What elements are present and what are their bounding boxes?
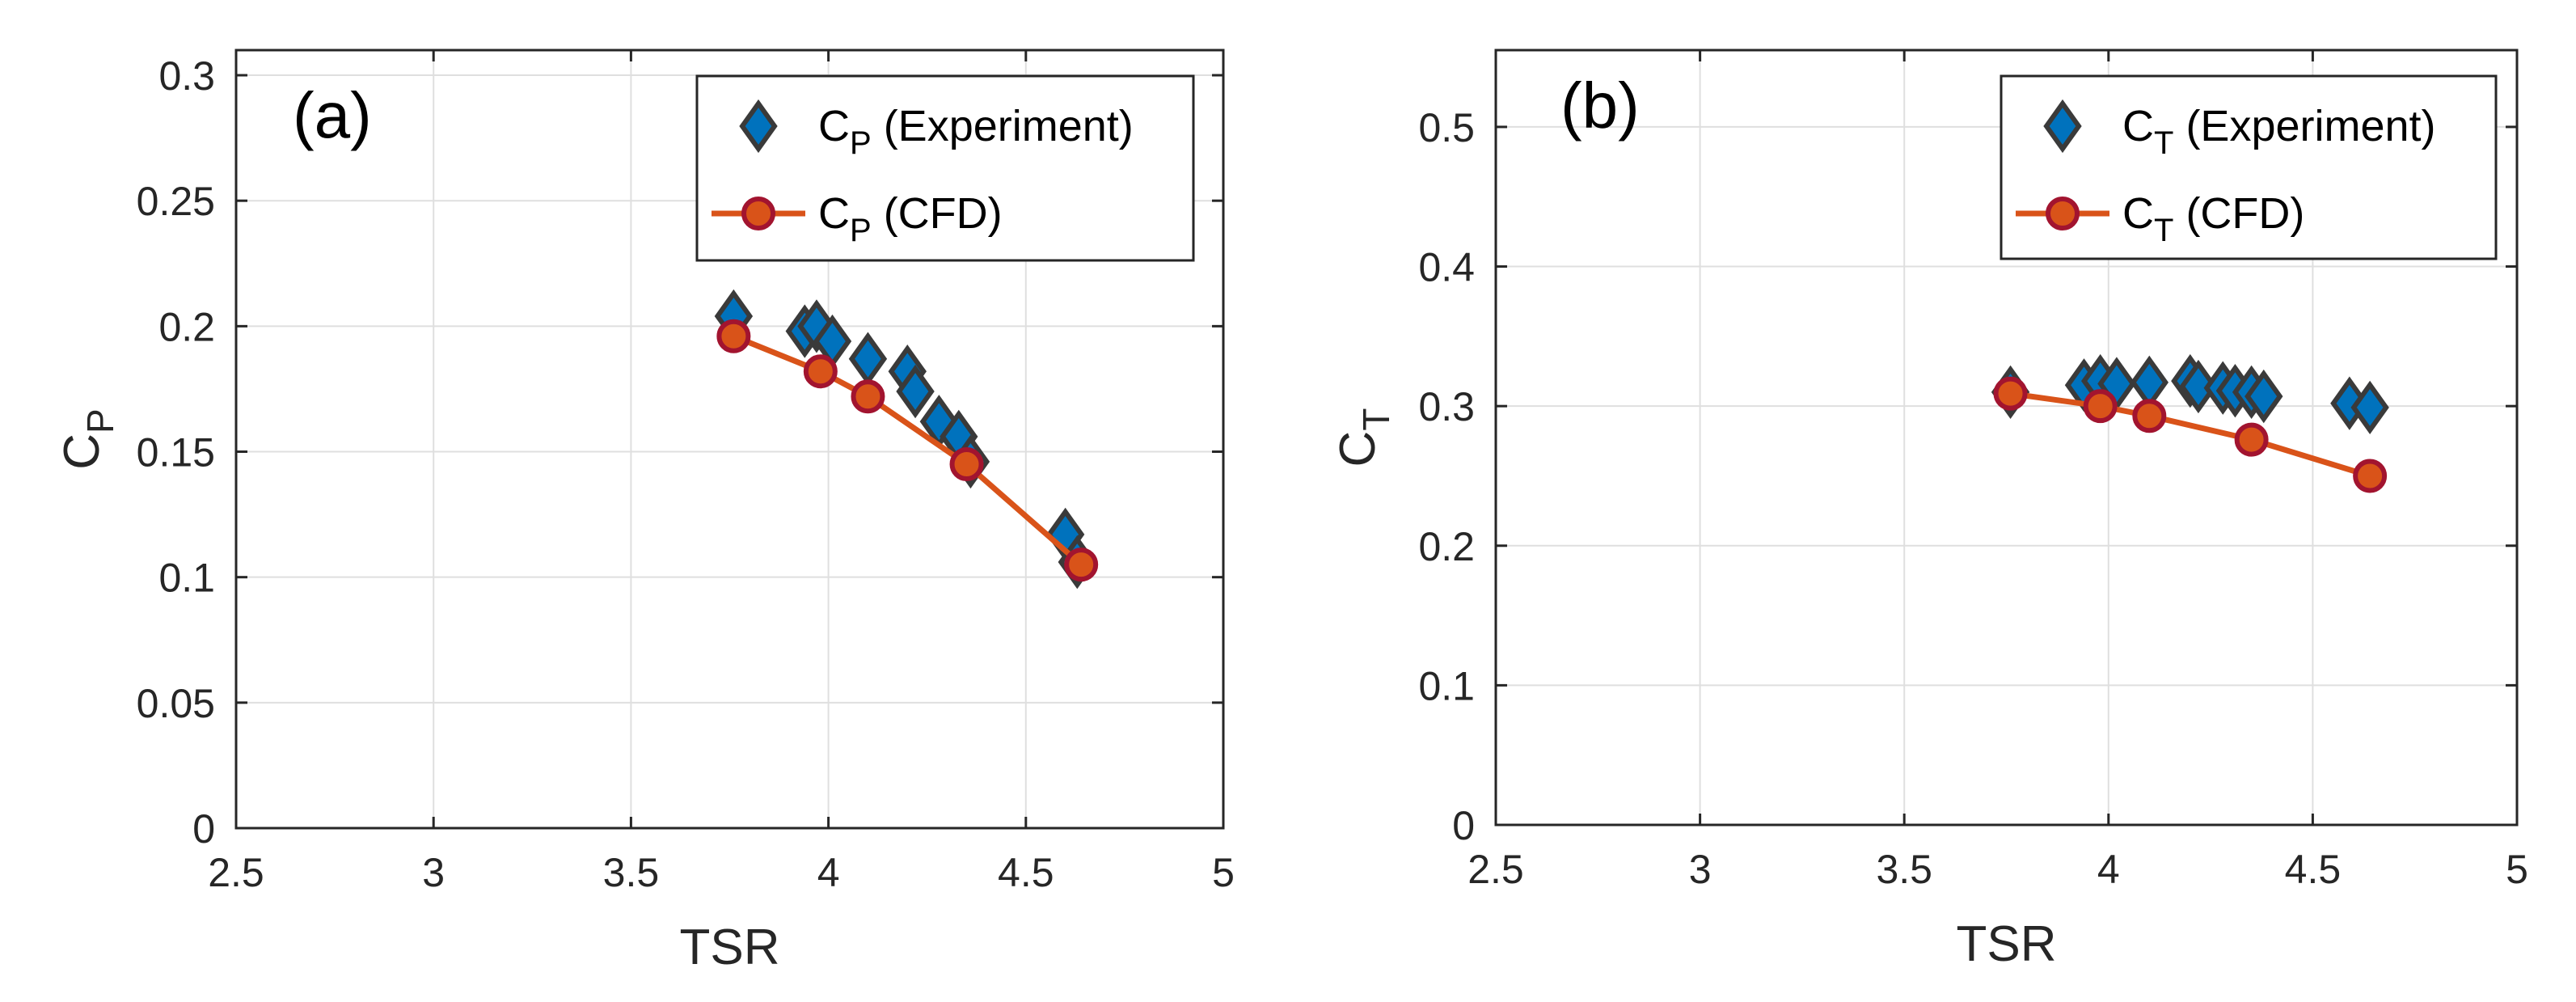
experiment-point	[2350, 380, 2389, 435]
cfd-point	[2353, 459, 2388, 493]
legend-label: CT (Experiment)	[2122, 102, 2436, 161]
y-axis-label-sub: T	[1355, 408, 1397, 431]
y-tick-label: 0.3	[158, 53, 215, 99]
y-axis-label: CP	[54, 408, 121, 469]
legend-label-main: C	[818, 102, 850, 150]
y-axis-label: CT	[1330, 408, 1397, 467]
y-axis-label-main: C	[1330, 431, 1386, 467]
y-tick-label: 0.2	[158, 304, 215, 349]
legend-label-rest: (CFD)	[872, 189, 1003, 238]
y-tick-label: 0.4	[1418, 245, 1475, 290]
cfd-point	[716, 319, 751, 353]
panel-label: (a)	[293, 79, 372, 151]
cfd-point	[2132, 399, 2167, 433]
y-axis-label-main: C	[54, 433, 110, 470]
legend-box	[695, 74, 1195, 262]
x-tick-label: 3	[1689, 847, 1712, 892]
y-tick-label: 0	[192, 806, 215, 852]
legend-label: CP (Experiment)	[818, 102, 1134, 161]
legend-circle-icon	[2046, 197, 2080, 230]
y-tick-label: 0.25	[137, 179, 215, 224]
legend-label-rest: (Experiment)	[2173, 102, 2435, 150]
y-tick-label: 0.3	[1418, 384, 1475, 429]
y-axis-label-sub: P	[79, 408, 121, 433]
experiment-point	[2130, 355, 2169, 409]
panel-label: (b)	[1560, 70, 1640, 142]
legend-label-sub: P	[850, 213, 872, 248]
x-tick-label: 3.5	[1876, 847, 1932, 892]
cfd-point	[1064, 548, 1099, 582]
x-tick-label: 4	[817, 850, 840, 895]
cfd-point	[1993, 376, 2028, 411]
x-axis-label: TSR	[1957, 916, 2057, 972]
legend-box	[2000, 74, 2498, 260]
x-tick-label: 2.5	[1467, 847, 1524, 892]
legend: CT (Experiment)CT (CFD)	[2000, 74, 2498, 260]
legend-circle-icon	[741, 197, 775, 230]
x-tick-label: 5	[2506, 847, 2528, 892]
legend-diamond-icon	[739, 99, 778, 154]
cfd-point	[803, 354, 838, 389]
legend-label-sub: T	[2154, 213, 2173, 248]
y-tick-label: 0.2	[1418, 524, 1475, 569]
experiment-point	[2179, 359, 2218, 414]
legend-label-main: C	[2122, 189, 2154, 238]
cfd-point	[949, 447, 984, 482]
legend-label-sub: P	[850, 125, 872, 161]
y-tick-label: 0	[1452, 803, 1475, 848]
x-tick-label: 3	[422, 850, 445, 895]
x-tick-label: 4.5	[998, 850, 1054, 895]
y-tick-label: 0.05	[137, 681, 215, 726]
experiment-point	[896, 364, 935, 419]
legend-label-rest: (Experiment)	[872, 102, 1134, 150]
y-tick-label: 0.15	[137, 430, 215, 476]
cfd-point	[2083, 389, 2118, 424]
x-tick-label: 3.5	[603, 850, 660, 895]
legend-label-rest: (CFD)	[2173, 189, 2304, 238]
cfd-point	[2234, 422, 2269, 457]
legend-label-sub: T	[2154, 125, 2173, 161]
experiment-point	[848, 332, 888, 386]
experiment-point	[2244, 369, 2283, 424]
axes-box	[1494, 49, 2519, 827]
legend-label: CT (CFD)	[2122, 189, 2304, 248]
x-tick-label: 4.5	[2285, 847, 2342, 892]
y-tick-label: 0.5	[1418, 105, 1475, 150]
legend: CP (Experiment)CP (CFD)	[695, 74, 1195, 262]
y-tick-label: 0.1	[1418, 663, 1475, 708]
legend-diamond-icon	[2043, 99, 2082, 154]
legend-label-main: C	[2122, 102, 2154, 150]
panel-a: 2.5 3 3.5 4 4.5 500.050.10.150.20.250.3TSRCP(…	[54, 49, 1235, 975]
cfd-point	[851, 379, 885, 414]
x-tick-label: 5	[1212, 850, 1235, 895]
legend-label: CP (CFD)	[818, 189, 1003, 248]
y-tick-label: 0.1	[158, 556, 215, 601]
legend-label-main: C	[818, 189, 850, 238]
axes-box	[234, 49, 1225, 830]
x-tick-label: 2.5	[208, 850, 264, 895]
x-axis-label: TSR	[680, 920, 780, 975]
x-tick-label: 4	[2097, 847, 2120, 892]
